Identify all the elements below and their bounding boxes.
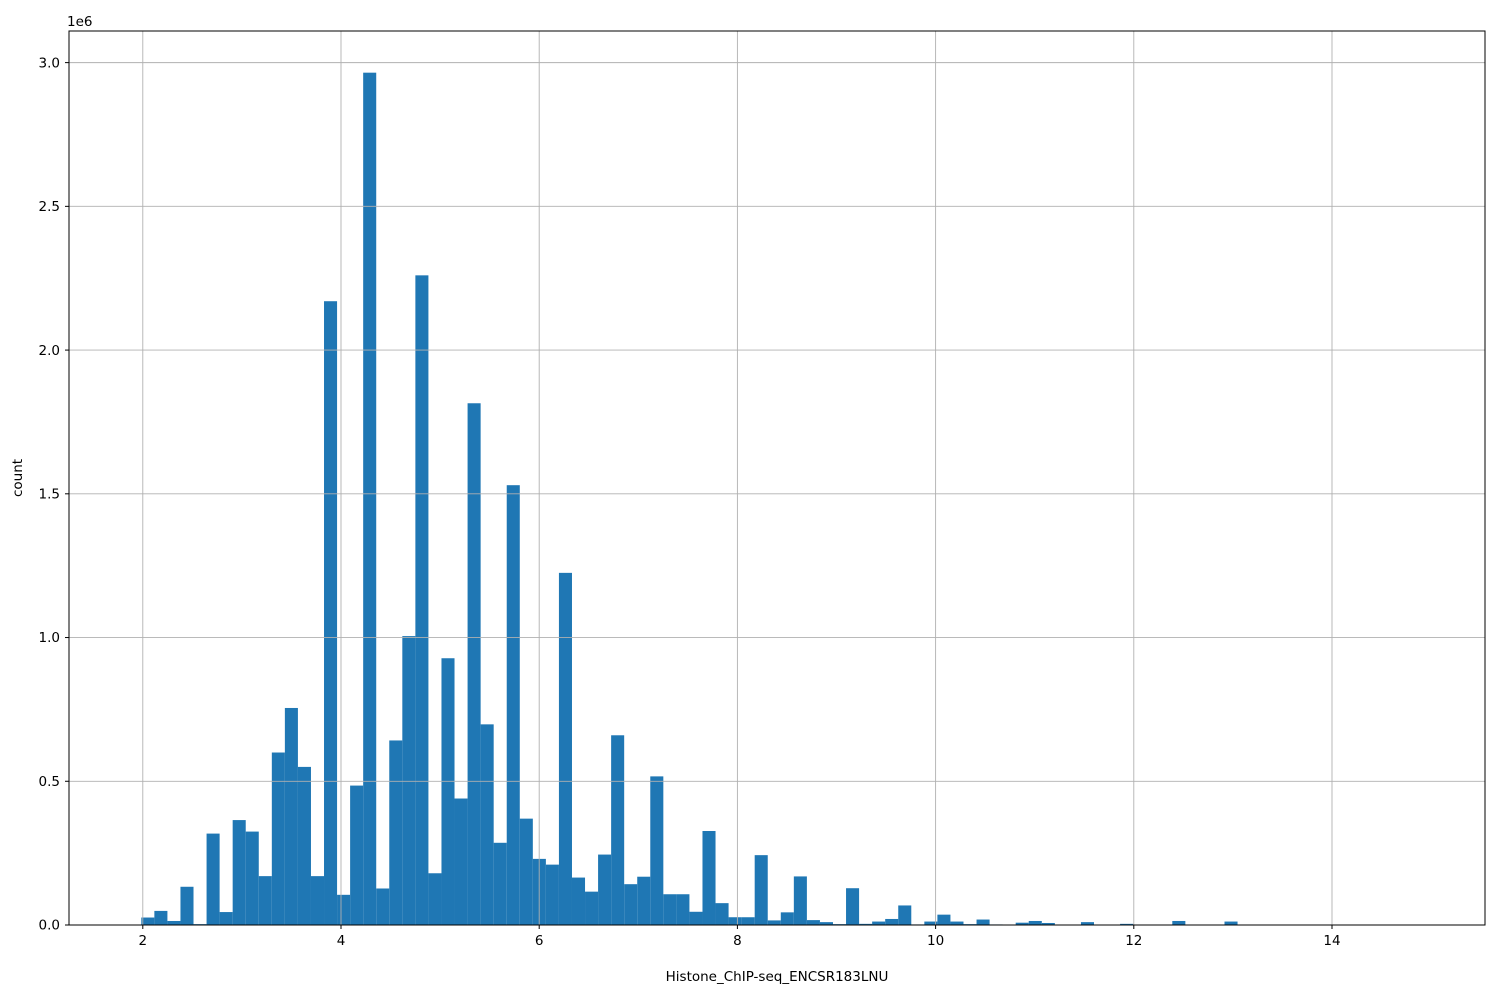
y-axis-label: count [10,459,26,497]
histogram-bar [180,886,194,925]
histogram-bar [154,910,168,925]
histogram-bar [676,894,690,925]
bars-group [141,72,1238,926]
histogram-bar [741,917,755,925]
x-tick-labels: 2 4 6 8 10 12 14 [139,933,1341,949]
histogram-bar [219,912,233,925]
y-tick-label: 2.0 [39,343,60,359]
histogram-bar [806,920,820,925]
tick-marks-group [65,62,1333,929]
x-tick-label: 8 [733,933,742,949]
histogram-bar [885,918,899,925]
y-tick-label: 0.0 [39,918,60,934]
y-axis-offset-text: 1e6 [67,14,92,30]
histogram-bar [376,888,390,925]
histogram-bar [611,735,625,925]
histogram-bar [167,920,181,925]
histogram-bar [598,854,612,925]
x-tick-label: 10 [927,933,944,949]
histogram-bar [898,905,912,925]
histogram-bar [1120,923,1134,925]
y-tick-labels: 0.0 0.5 1.0 1.5 2.0 2.5 3.0 [39,55,60,933]
histogram-bar [310,876,325,925]
histogram-bar [350,785,364,925]
histogram-bar [767,920,781,925]
x-tick-label: 2 [139,933,148,949]
histogram-bar [715,903,729,925]
y-tick-label: 2.5 [39,199,60,215]
histogram-bar [1041,922,1055,925]
histogram-bar [232,820,246,925]
y-tick-label: 1.5 [39,487,60,503]
histogram-bar [702,831,716,925]
histogram-bar [454,798,468,925]
y-tick-label: 1.0 [39,630,60,646]
histogram-bar [780,912,794,925]
histogram-bar [441,658,455,925]
histogram-bar [284,707,298,925]
histogram-bar [650,776,664,925]
histogram-bar [467,403,481,925]
histogram-bar [846,888,860,925]
histogram-bar [519,818,533,925]
histogram-bar [389,740,403,925]
x-axis-label: Histone_ChIP-seq_ENCSR183LNU [666,969,889,985]
x-tick-label: 14 [1323,933,1340,949]
histogram-bar [950,921,964,925]
histogram-bar [141,917,155,925]
histogram-bar [428,873,442,925]
x-tick-label: 12 [1125,933,1142,949]
histogram-bar [1172,920,1186,925]
histogram-bar [859,923,873,925]
histogram-bar [297,766,311,925]
histogram-bar [624,884,638,925]
histogram-bar [545,864,559,925]
histogram-bar [402,636,416,925]
histogram-bar [337,894,351,925]
histogram-bar [206,833,220,925]
plot-border [68,30,1486,926]
histogram-bar [1224,921,1238,925]
axes-spines [68,30,1486,926]
histogram-bar [493,842,507,925]
histogram-bar [976,919,990,925]
histogram-bar [793,876,807,925]
histogram-bar [415,275,429,926]
y-tick-label: 0.5 [39,774,60,790]
histogram-bar [558,572,572,925]
histogram-bar [663,894,677,925]
y-tick-label: 3.0 [39,55,60,71]
histogram-bar [728,917,742,925]
histogram-bar [637,876,651,925]
histogram-bar [689,911,703,925]
histogram-bar [1080,922,1094,925]
histogram-bar [937,914,951,925]
histogram-bar [480,724,494,925]
histogram-bar [1015,922,1029,925]
histogram-bar [245,831,259,925]
histogram-bar [924,921,938,925]
histogram-bar [754,855,768,925]
histogram-bar [1028,920,1042,925]
x-tick-label: 4 [337,933,346,949]
histogram-bar [819,922,833,925]
histogram-bar [324,301,338,926]
histogram-bar [571,877,586,925]
histogram-bar [872,921,886,925]
histogram-bar [363,72,377,926]
x-tick-label: 6 [535,933,544,949]
histogram-bar [585,891,599,925]
histogram-bar [506,485,520,925]
histogram-bar [271,752,285,925]
histogram-bar [258,876,272,925]
